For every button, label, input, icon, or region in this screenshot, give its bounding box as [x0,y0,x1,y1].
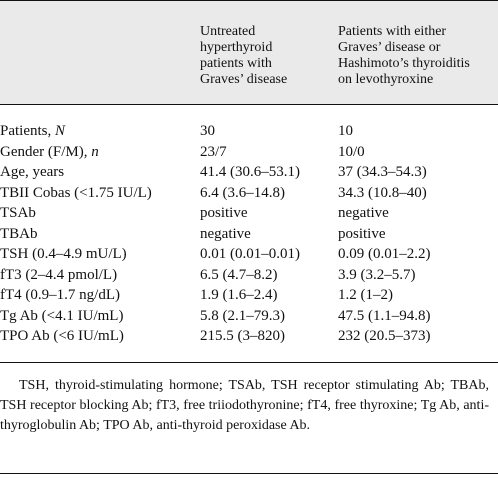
row-label: fT4 (0.9–1.7 ng/dL) [0,287,120,303]
cell-levothyroxine: 1.2 (1–2) [338,287,393,303]
row-label: Tg Ab (<4.1 IU/mL) [0,307,124,324]
cell-untreated: positive [200,205,248,221]
cell-untreated: 5.8 (2.1–79.3) [200,307,285,324]
table-body: Patients, N 30 10 Gender (F/M), n 23/7 1… [0,121,498,347]
footnote-bottom-rule [0,473,498,474]
cell-untreated: 6.4 (3.6–14.8) [200,184,285,201]
table-row: Gender (F/M), n 23/7 10/0 [0,142,498,163]
table-row: fT3 (2–4.4 pmol/L) 6.5 (4.7–8.2) 3.9 (3.… [0,265,498,286]
cell-untreated: 1.9 (1.6–2.4) [200,287,278,303]
row-label: fT3 (2–4.4 pmol/L) [0,266,118,283]
row-label: TSH (0.4–4.9 mU/L) [0,246,127,262]
row-label: TPO Ab (<6 IU/mL) [0,328,124,344]
cell-levothyroxine: 10 [338,123,353,139]
cell-levothyroxine: 47.5 (1.1–94.8) [338,307,431,324]
table-row: TSAb positive negative [0,203,498,224]
table-row: fT4 (0.9–1.7 ng/dL) 1.9 (1.6–2.4) 1.2 (1… [0,285,498,306]
row-label: Gender (F/M), n [0,143,99,160]
row-label: Patients, N [0,123,66,139]
row-label: Age, years [0,164,65,180]
cell-untreated: 0.01 (0.01–0.01) [200,246,300,262]
header-rule [0,104,498,105]
cell-levothyroxine: 10/0 [338,143,365,160]
table-footnote: TSH, thyroid-stimulating hormone; TSAb, … [0,378,489,433]
table-row: Tg Ab (<4.1 IU/mL) 5.8 (2.1–79.3) 47.5 (… [0,306,498,327]
table-header-band [0,0,498,104]
row-label: TBAb [0,225,38,242]
cell-untreated: 30 [200,123,215,139]
top-rule [0,0,498,1]
table-row: TPO Ab (<6 IU/mL) 215.5 (3–820) 232 (20.… [0,326,498,347]
cell-levothyroxine: 232 (20.5–373) [338,328,431,344]
table-bottom-rule [0,362,498,363]
cell-levothyroxine: negative [338,205,389,221]
column-header-levothyroxine: Patients with either Graves’ disease or … [338,24,470,87]
row-label: TSAb [0,205,36,221]
cell-levothyroxine: positive [338,225,386,242]
row-label: TBII Cobas (<1.75 IU/L) [0,184,152,201]
table-row: TSH (0.4–4.9 mU/L) 0.01 (0.01–0.01) 0.09… [0,244,498,265]
cell-untreated: negative [200,225,251,242]
cell-levothyroxine: 37 (34.3–54.3) [338,164,427,180]
table-row: TBAb negative positive [0,224,498,245]
table-row: Patients, N 30 10 [0,121,498,142]
column-header-untreated: Untreated hyperthyroid patients with Gra… [200,24,288,87]
cell-untreated: 215.5 (3–820) [200,328,285,344]
cell-levothyroxine: 0.09 (0.01–2.2) [338,246,431,262]
cell-untreated: 23/7 [200,143,227,160]
table-row: TBII Cobas (<1.75 IU/L) 6.4 (3.6–14.8) 3… [0,183,498,204]
cell-levothyroxine: 34.3 (10.8–40) [338,184,427,201]
table-row: Age, years 41.4 (30.6–53.1) 37 (34.3–54.… [0,162,498,183]
cell-levothyroxine: 3.9 (3.2–5.7) [338,266,416,283]
cell-untreated: 6.5 (4.7–8.2) [200,266,278,283]
cell-untreated: 41.4 (30.6–53.1) [200,164,300,180]
